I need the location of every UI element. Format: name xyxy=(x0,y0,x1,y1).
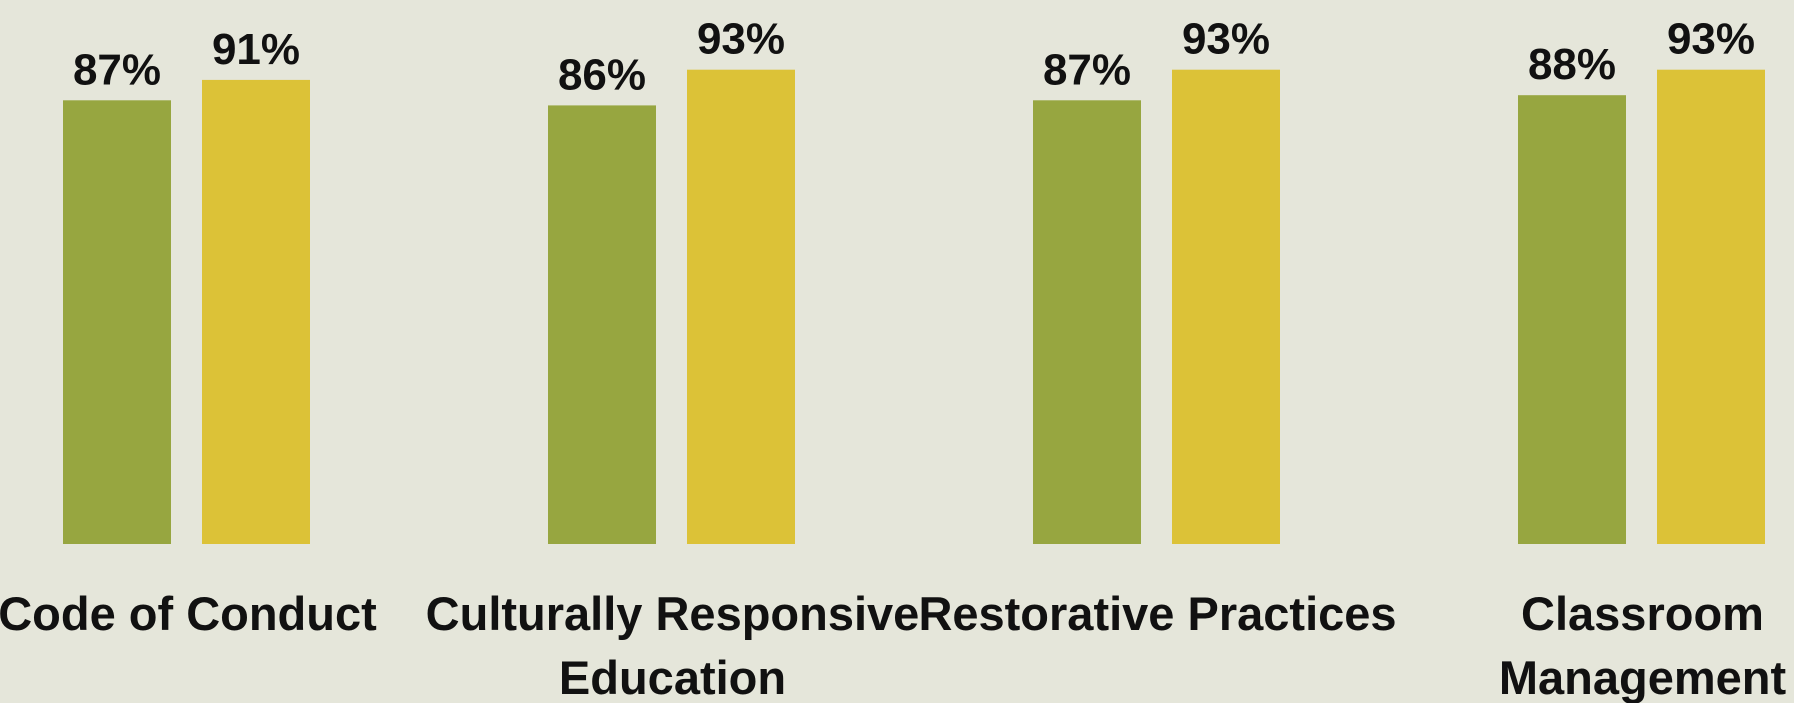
bar-series2-cat2 xyxy=(687,69,795,544)
bar-series1-cat3 xyxy=(1033,100,1141,545)
bar-series2-cat1 xyxy=(202,79,310,545)
bars-group xyxy=(63,69,1765,545)
category-label-4-line-1: Classroom xyxy=(1521,587,1764,640)
bar-series2-cat4 xyxy=(1657,69,1765,544)
data-label-series2-cat3: 93% xyxy=(1182,15,1270,64)
bar-series2-cat3 xyxy=(1172,69,1280,544)
category-label-1-line-1: Code of Conduct xyxy=(0,587,377,640)
bar-series1-cat2 xyxy=(548,105,656,545)
data-label-series1-cat4: 88% xyxy=(1528,40,1616,89)
category-label-2-line-2: Education xyxy=(559,651,786,703)
value-labels-group: 87% 91% 86% 93% 87% 93% 88% 93% xyxy=(73,15,1755,100)
bar-series1-cat1 xyxy=(63,100,171,545)
category-labels-group: Code of Conduct Culturally Responsive Educ… xyxy=(0,587,1786,703)
data-label-series2-cat1: 91% xyxy=(212,25,300,74)
category-label-3-line-1: Restorative Practices xyxy=(918,587,1396,640)
bar-series1-cat4 xyxy=(1518,95,1626,544)
data-label-series2-cat2: 93% xyxy=(697,15,785,64)
data-label-series1-cat2: 86% xyxy=(558,50,646,99)
category-label-2-line-1: Culturally Responsive xyxy=(426,587,920,640)
category-label-4-line-2: Management xyxy=(1499,651,1787,703)
data-label-series1-cat3: 87% xyxy=(1043,45,1131,94)
data-label-series1-cat1: 87% xyxy=(73,45,161,94)
data-label-series2-cat4: 93% xyxy=(1667,15,1755,64)
